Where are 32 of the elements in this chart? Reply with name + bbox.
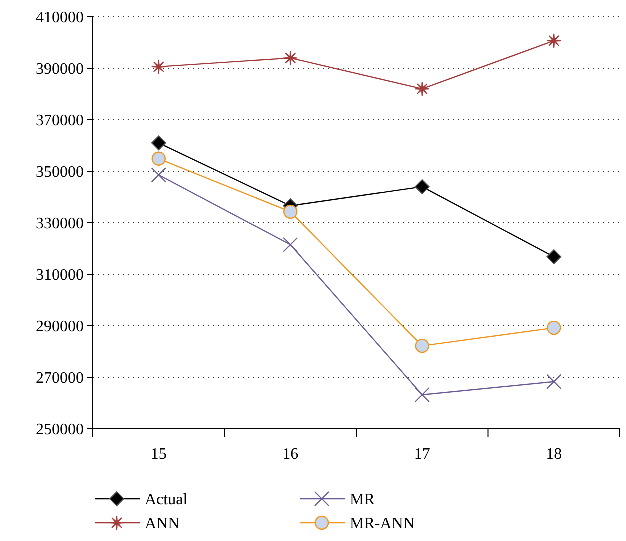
- point: [414, 387, 430, 403]
- y-tick-label: 330000: [36, 216, 84, 233]
- point: [152, 152, 166, 166]
- y-tick-label: 390000: [36, 61, 84, 78]
- point: [546, 33, 562, 48]
- point: [284, 204, 298, 220]
- x-tick-label: 17: [414, 446, 430, 463]
- point: [415, 338, 430, 354]
- legend-label: Actual: [145, 492, 188, 509]
- point: [283, 50, 298, 66]
- point: [546, 374, 562, 390]
- x-tick-label: 18: [546, 446, 562, 463]
- y-tick-label: 250000: [36, 422, 84, 439]
- y-tick-label: 410000: [36, 10, 84, 27]
- x-tick-label: 16: [282, 446, 299, 463]
- x-tick-label: 15: [150, 446, 167, 463]
- legend-label: MR-ANN: [350, 516, 416, 533]
- point: [546, 249, 562, 264]
- y-tick-label: 310000: [36, 267, 84, 284]
- point: [414, 179, 430, 194]
- y-tick-label: 270000: [36, 370, 84, 388]
- point: [151, 59, 166, 74]
- point: [151, 168, 166, 183]
- point: [283, 237, 298, 252]
- y-tick-label: 350000: [36, 164, 84, 182]
- point: [151, 136, 166, 151]
- y-tick-label: 290000: [36, 318, 84, 336]
- point: [547, 320, 562, 336]
- y-tick-label: 370000: [36, 112, 84, 130]
- legend-label: ANN: [145, 516, 180, 533]
- legend-label: MR: [350, 492, 376, 509]
- point: [414, 82, 430, 97]
